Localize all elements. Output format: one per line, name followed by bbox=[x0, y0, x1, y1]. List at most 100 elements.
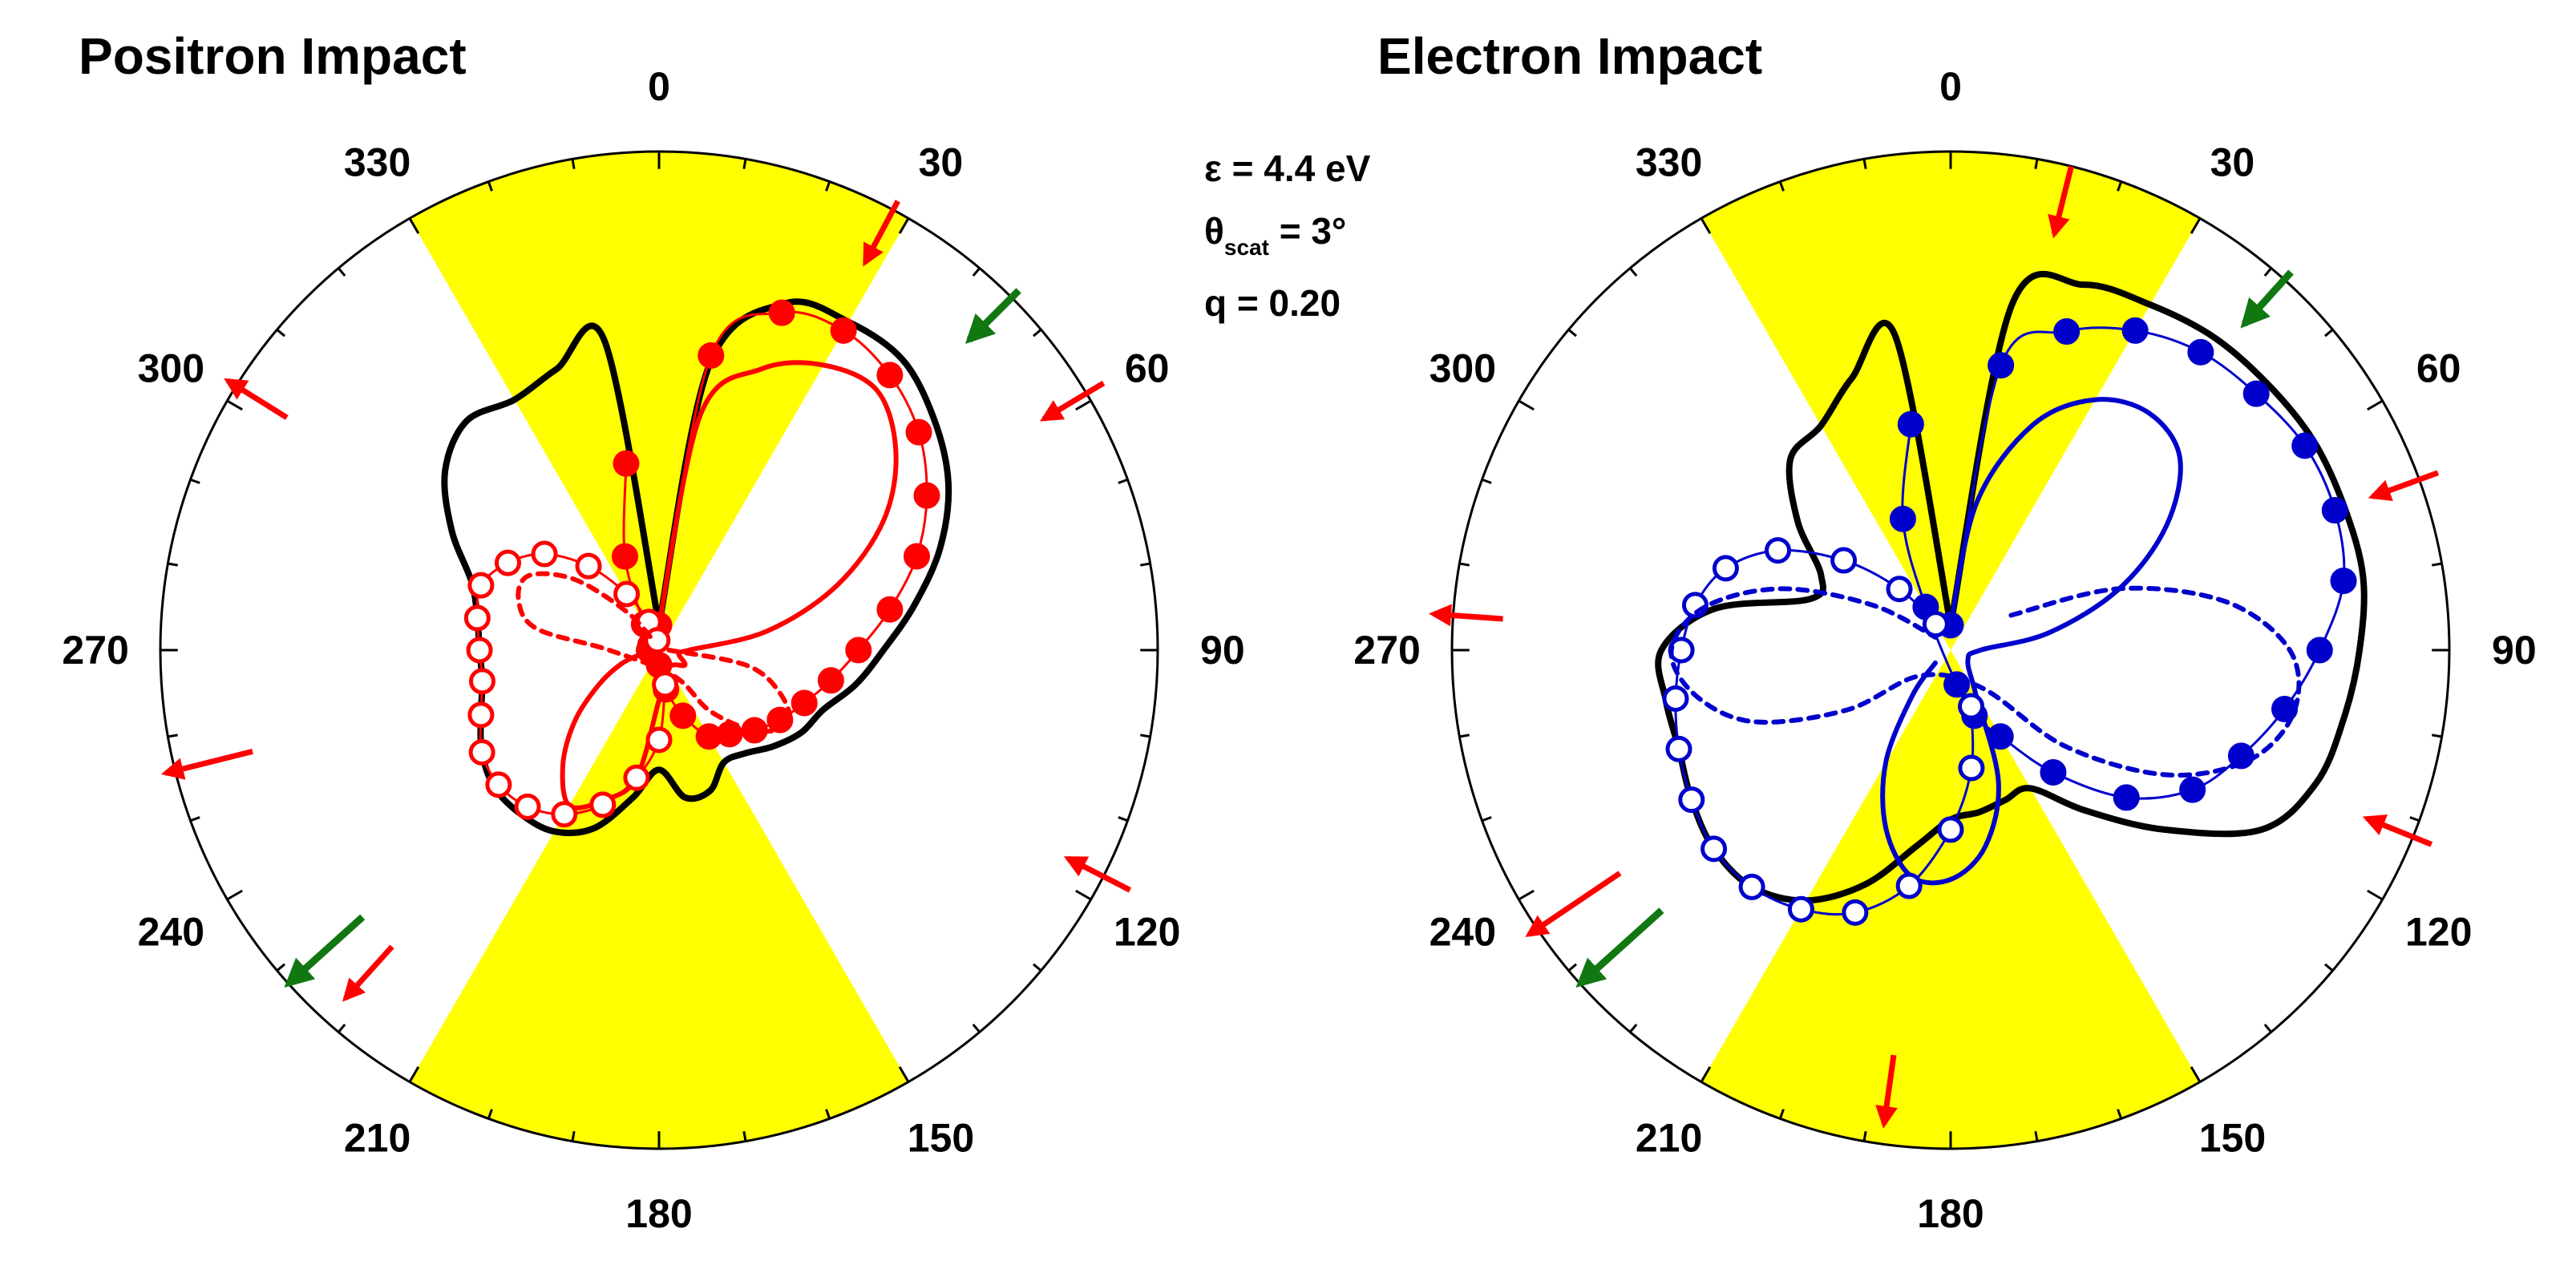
data-point bbox=[698, 341, 725, 369]
data-point bbox=[845, 636, 872, 664]
data-point bbox=[1889, 505, 1916, 532]
major-tick bbox=[1518, 399, 1535, 411]
data-point bbox=[1897, 410, 1924, 438]
data-point bbox=[876, 596, 904, 623]
angle-tick-label: 300 bbox=[1430, 346, 1496, 391]
minor-tick bbox=[2263, 1023, 2272, 1033]
data-point bbox=[1662, 685, 1689, 712]
data-point bbox=[1886, 576, 1913, 603]
theta-label: θscat = 3° bbox=[1204, 210, 1346, 260]
red-arrow bbox=[160, 749, 253, 780]
data-point bbox=[2121, 317, 2149, 344]
data-point bbox=[463, 604, 491, 632]
energy-label: ε = 4.4 eV bbox=[1204, 148, 1371, 189]
red-arrow bbox=[2362, 814, 2433, 847]
minor-tick bbox=[972, 267, 981, 277]
data-point bbox=[645, 726, 673, 754]
minor-tick bbox=[276, 963, 286, 972]
data-point bbox=[2179, 776, 2206, 803]
minor-tick bbox=[338, 267, 346, 277]
data-point bbox=[2321, 497, 2348, 524]
data-point bbox=[1765, 537, 1792, 564]
data-point bbox=[2187, 338, 2214, 366]
data-point bbox=[613, 450, 640, 477]
data-point bbox=[2040, 758, 2067, 786]
angle-tick-label: 330 bbox=[1636, 139, 1702, 184]
data-point bbox=[531, 540, 558, 568]
minor-tick bbox=[1778, 1109, 1785, 1120]
data-point bbox=[876, 362, 904, 389]
major-tick bbox=[1075, 889, 1092, 901]
angle-tick-label: 150 bbox=[2199, 1116, 2266, 1161]
major-tick bbox=[1700, 217, 1712, 234]
data-point bbox=[791, 689, 818, 717]
major-tick bbox=[408, 217, 420, 234]
minor-tick bbox=[2263, 267, 2272, 277]
electron-title: Electron Impact bbox=[1377, 27, 1762, 85]
data-point bbox=[905, 418, 932, 446]
data-point bbox=[830, 317, 857, 344]
electron-polar-plot: 0 30 60 90 120 150 180 210 240 270 300 330 bbox=[1353, 64, 2536, 1236]
major-tick bbox=[1075, 399, 1092, 411]
minor-tick bbox=[2323, 329, 2334, 337]
minor-tick bbox=[571, 1131, 576, 1142]
positron-annotations: ε = 4.4 eV θscat = 3° q = 0.20 bbox=[1204, 148, 1371, 324]
minor-tick bbox=[1778, 180, 1785, 192]
data-point bbox=[485, 771, 512, 798]
data-point bbox=[669, 702, 697, 729]
angle-tick-label: 210 bbox=[344, 1116, 410, 1161]
minor-tick bbox=[189, 816, 200, 822]
minor-tick bbox=[1140, 562, 1151, 567]
shaded-sector bbox=[1701, 650, 2200, 1150]
data-point bbox=[1738, 873, 1765, 900]
major-tick bbox=[226, 399, 243, 411]
major-tick bbox=[2190, 217, 2202, 234]
angle-tick-label: 60 bbox=[2416, 346, 2461, 391]
angle-tick-label: 240 bbox=[1430, 909, 1496, 954]
data-point bbox=[1712, 555, 1739, 582]
minor-tick bbox=[1862, 159, 1867, 169]
angle-tick-label: 120 bbox=[2405, 909, 2472, 954]
theta-symbol: θ bbox=[1204, 210, 1224, 252]
data-point bbox=[468, 668, 495, 695]
series-line bbox=[516, 571, 793, 734]
shaded-sector bbox=[410, 151, 908, 650]
data-point bbox=[903, 543, 930, 570]
q-label: q = 0.20 bbox=[1204, 282, 1341, 324]
minor-tick bbox=[1862, 1131, 1867, 1142]
data-point bbox=[2306, 636, 2333, 664]
green-arrow bbox=[2240, 269, 2294, 329]
minor-tick bbox=[1032, 329, 1042, 337]
minor-tick bbox=[1567, 963, 1578, 972]
angle-tick-label: 0 bbox=[648, 64, 670, 109]
data-point bbox=[1958, 754, 1985, 782]
data-point bbox=[467, 572, 495, 599]
minor-tick bbox=[742, 159, 747, 169]
data-point bbox=[466, 636, 493, 664]
series-line bbox=[1668, 585, 2302, 778]
minor-tick bbox=[1629, 267, 1638, 277]
data-point bbox=[1787, 895, 1814, 923]
minor-tick bbox=[2409, 816, 2420, 822]
minor-tick bbox=[189, 478, 200, 484]
data-point bbox=[1922, 611, 1949, 638]
red-arrow bbox=[1429, 604, 1503, 627]
angle-tick-label: 60 bbox=[1125, 346, 1170, 391]
angle-tick-label: 300 bbox=[138, 346, 204, 391]
major-tick bbox=[226, 889, 243, 901]
minor-tick bbox=[1567, 329, 1578, 337]
red-arrow bbox=[1875, 1054, 1898, 1129]
red-arrow bbox=[224, 378, 289, 420]
angle-tick-label: 180 bbox=[625, 1191, 692, 1236]
minor-tick bbox=[1459, 562, 1470, 567]
data-point bbox=[644, 627, 671, 654]
major-tick bbox=[2190, 1066, 2202, 1083]
minor-tick bbox=[1118, 478, 1129, 484]
series-line bbox=[1880, 397, 2183, 886]
red-arrow bbox=[1040, 380, 1106, 422]
shaded-sector bbox=[410, 650, 908, 1149]
data-point bbox=[467, 701, 495, 729]
minor-tick bbox=[1481, 816, 1492, 822]
data-point bbox=[1937, 816, 1964, 843]
